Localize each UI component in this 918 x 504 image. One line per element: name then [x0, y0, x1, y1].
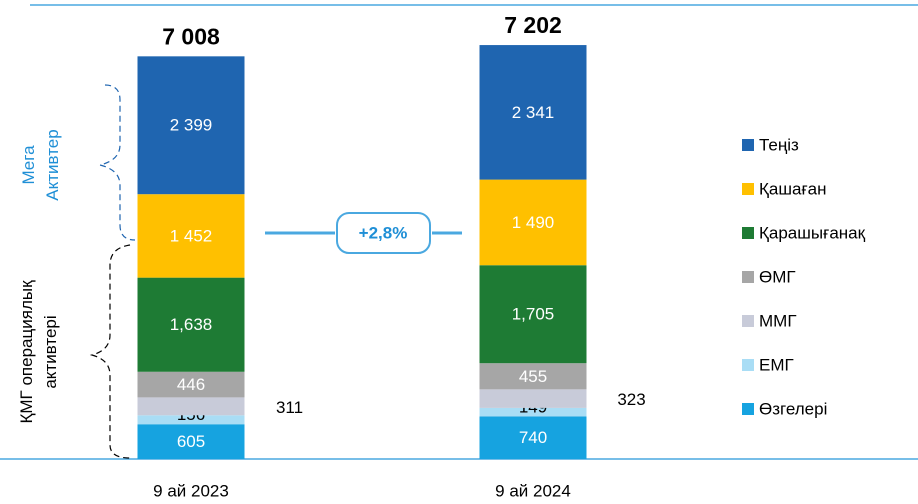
- legend-label: Қарашығанақ: [759, 223, 866, 242]
- value-label: 455: [519, 367, 547, 386]
- value-label: 446: [177, 375, 205, 394]
- change-box: [336, 212, 431, 254]
- legend-swatch: [742, 315, 754, 327]
- value-label: 2 399: [170, 116, 213, 135]
- total-label: 7 202: [504, 12, 562, 38]
- legend-label: ММГ: [759, 311, 797, 330]
- value-label: 2 341: [512, 103, 555, 122]
- bar-segment: [137, 397, 245, 416]
- bar-segment: [137, 424, 245, 459]
- total-label: 7 008: [162, 23, 220, 49]
- value-label: 1,705: [512, 305, 555, 324]
- legend-label: Өзгелері: [759, 399, 827, 418]
- bar-segment: [137, 277, 245, 372]
- x-tick-label: 9 ай 2023: [153, 481, 229, 500]
- legend-label: ӨМГ: [759, 267, 796, 286]
- legend-swatch: [742, 183, 754, 195]
- legend-swatch: [742, 359, 754, 371]
- mega-bracket: [99, 84, 136, 241]
- bar-segment: [479, 265, 587, 364]
- legend-swatch: [742, 271, 754, 283]
- bar-segment: [479, 179, 587, 266]
- legend-swatch: [742, 403, 754, 415]
- legend-swatch: [742, 139, 754, 151]
- value-label: 740: [519, 428, 547, 447]
- value-label: 1,638: [170, 315, 213, 334]
- value-label: 1 490: [512, 213, 555, 232]
- operational-bracket: [89, 244, 131, 459]
- legend-label: Теңіз: [759, 135, 799, 154]
- legend-label: Қашаған: [759, 179, 827, 198]
- legend-swatch: [742, 227, 754, 239]
- bar-segment: [137, 415, 245, 425]
- mega-label: Мега Активтер: [19, 129, 62, 200]
- change-label: +2,8%: [359, 223, 408, 242]
- bar-segment: [137, 194, 245, 278]
- legend-label: ЕМГ: [759, 355, 794, 374]
- value-label: 323: [617, 390, 645, 409]
- bar-segment: [479, 416, 587, 459]
- value-label: 1 452: [170, 226, 213, 245]
- bar-segment: [479, 363, 587, 390]
- x-tick-label: 9 ай 2024: [495, 481, 571, 500]
- bar-segment: [479, 389, 587, 408]
- bar-segment: [137, 56, 245, 195]
- value-label: 605: [177, 432, 205, 451]
- operational-label: ҚМГ операциялық активтері: [17, 280, 60, 424]
- value-label: 311: [276, 398, 303, 417]
- bar-segment: [137, 371, 245, 398]
- bar-segment: [479, 45, 587, 180]
- bar-segment: [479, 407, 587, 417]
